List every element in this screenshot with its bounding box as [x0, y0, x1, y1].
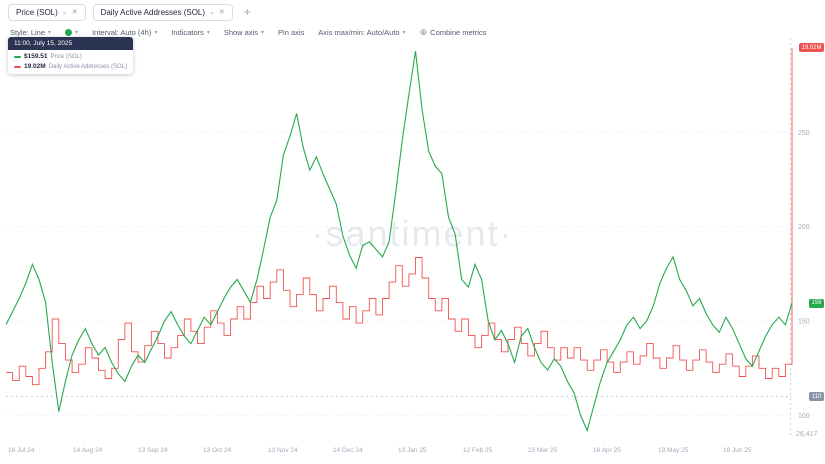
x-axis-label: 16 Apr 25	[593, 447, 621, 454]
interval-label: Interval: Auto (4h)	[92, 28, 152, 37]
daa-series-dash	[14, 65, 21, 68]
tab-daa-label: Daily Active Addresses (SOL)	[100, 7, 206, 17]
x-axis-label: 13 Oct 24	[203, 447, 232, 454]
chevron-down-icon[interactable]: ⌄	[61, 8, 68, 16]
chevron-down-icon: ▾	[206, 30, 210, 36]
tab-price-label: Price (SOL)	[16, 7, 58, 17]
pin-axis-button[interactable]: Pin axis	[278, 28, 304, 37]
x-axis-label: 15 Mar 25	[528, 447, 558, 454]
chart-tooltip: 11:00, July 15, 2025 $159.51 Price (SOL)…	[8, 37, 134, 74]
close-icon[interactable]: ✕	[218, 8, 225, 16]
chevron-down-icon: ▾	[154, 30, 158, 36]
indicators-menu[interactable]: Indicators ▾	[171, 28, 210, 37]
style-selector[interactable]: Style: Line ▾	[10, 28, 51, 37]
price-series-line	[5, 51, 793, 433]
close-icon[interactable]: ✕	[71, 8, 78, 16]
tooltip-daa-label: Daily Active Addresses (SOL)	[48, 63, 128, 70]
santiment-watermark: ·santiment·	[311, 213, 514, 254]
y-axis-tick: 200	[798, 224, 810, 231]
y-axis-tick: 150	[798, 319, 810, 326]
x-axis-label: 14 Aug 24	[73, 447, 103, 454]
show-axis-label: Show axis	[223, 28, 259, 37]
interval-selector[interactable]: Interval: Auto (4h) ▾	[92, 28, 157, 37]
y-axis-tick: 100	[798, 413, 810, 420]
indicators-label: Indicators	[171, 28, 204, 37]
tooltip-daa-value: 19.02M	[24, 63, 46, 70]
chevron-down-icon: ▾	[48, 30, 52, 36]
tooltip-row-price: $159.51 Price (SOL)	[8, 50, 133, 60]
pin-axis-label: Pin axis	[278, 28, 305, 37]
combine-metrics-button[interactable]: ⊕ Combine metrics	[420, 27, 487, 38]
tooltip-price-value: $159.51	[24, 53, 48, 60]
combine-metrics-label: Combine metrics	[430, 28, 487, 37]
show-axis-menu[interactable]: Show axis ▾	[224, 28, 264, 37]
x-axis-label: 19 May 25	[658, 447, 689, 454]
tab-daily-active-addresses-sol[interactable]: Daily Active Addresses (SOL) ⌄ ✕	[92, 3, 233, 21]
tooltip-row-daa: 19.02M Daily Active Addresses (SOL)	[8, 60, 133, 74]
y-axis-tick: 250	[798, 130, 810, 137]
daa-series-line	[6, 47, 793, 386]
series-color-picker[interactable]: ▾	[65, 29, 78, 36]
chevron-down-icon: ▾	[261, 30, 265, 36]
x-axis-label: 13 Sep 24	[138, 447, 168, 454]
axis-maxmin-label: Axis max/min: Auto/Auto	[318, 28, 400, 37]
price-value-badge: 110	[809, 392, 824, 401]
style-label: Style: Line	[10, 28, 46, 37]
chevron-down-icon: ▾	[402, 30, 406, 36]
chevron-down-icon[interactable]: ⌄	[209, 8, 215, 16]
metric-tabs-bar: Price (SOL) ⌄ ✕ Daily Active Addresses (…	[0, 0, 825, 24]
tab-price-sol[interactable]: Price (SOL) ⌄ ✕	[8, 3, 86, 21]
price-series-dash	[14, 55, 21, 58]
price-value-badge: 159	[808, 298, 824, 308]
x-axis-label: 14 Dec 24	[333, 447, 363, 454]
chart-toolbar: Style: Line ▾ ▾ Interval: Auto (4h) ▾ In…	[0, 24, 825, 41]
x-axis-label: 16 Jul 24	[8, 447, 35, 454]
x-axis-label: 13 Jan 25	[398, 447, 427, 454]
color-dot	[65, 29, 73, 36]
x-axis-label: 12 Feb 25	[463, 447, 493, 454]
add-metric-button[interactable]: +	[243, 5, 251, 19]
chevron-down-icon: ▾	[75, 30, 79, 36]
tooltip-price-label: Price (SOL)	[50, 53, 82, 60]
daa-value-badge: 19.02M	[798, 43, 824, 53]
combine-metrics-icon: ⊕	[419, 27, 428, 37]
y-axis-bottom-label: 26,417	[796, 431, 818, 438]
tooltip-timestamp: 11:00, July 15, 2025	[8, 37, 134, 50]
x-axis-label: 16 Jun 25	[723, 447, 752, 454]
axis-maxmin-selector[interactable]: Axis max/min: Auto/Auto ▾	[318, 28, 405, 37]
x-axis-label: 13 Nov 24	[268, 447, 298, 454]
